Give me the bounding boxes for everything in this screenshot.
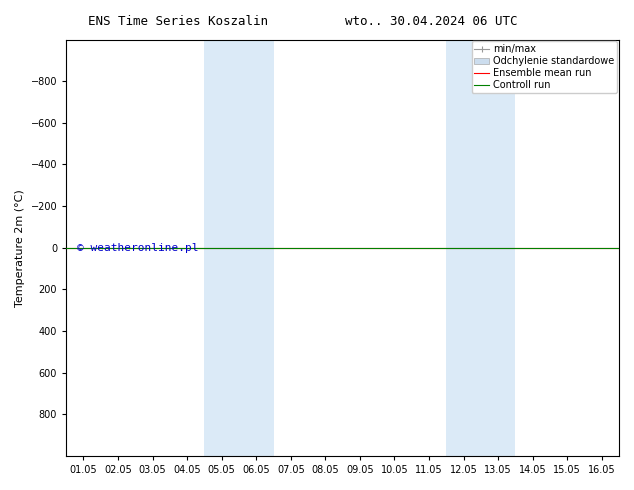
Text: wto.. 30.04.2024 06 UTC: wto.. 30.04.2024 06 UTC [345, 15, 517, 28]
Legend: min/max, Odchylenie standardowe, Ensemble mean run, Controll run: min/max, Odchylenie standardowe, Ensembl… [472, 42, 617, 93]
Bar [481, 40, 515, 456]
Text: © weatheronline.pl: © weatheronline.pl [77, 243, 199, 253]
Text: ENS Time Series Koszalin: ENS Time Series Koszalin [87, 15, 268, 28]
Bar [204, 40, 239, 456]
Bar [239, 40, 273, 456]
Bar [446, 40, 481, 456]
Y-axis label: Temperature 2m (°C): Temperature 2m (°C) [15, 189, 25, 307]
